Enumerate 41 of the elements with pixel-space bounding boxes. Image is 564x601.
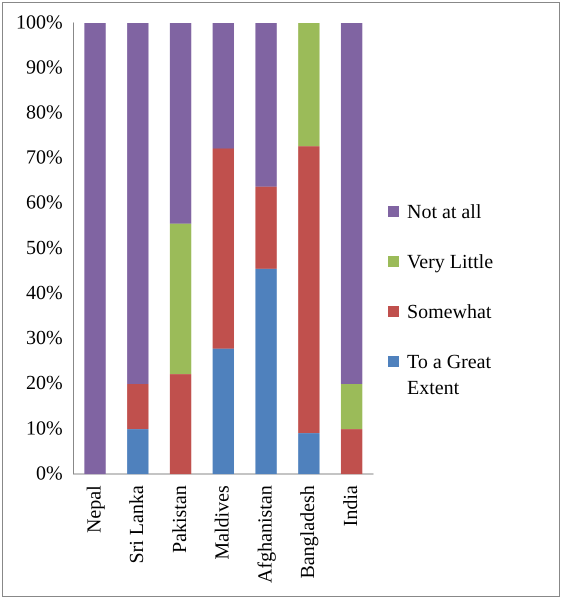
bar [340, 23, 362, 384]
bar [340, 429, 362, 474]
bar [127, 429, 148, 474]
bar [84, 23, 106, 474]
y-tick-label: 80% [26, 102, 63, 124]
bar [212, 148, 234, 349]
y-tick-label: 30% [26, 327, 63, 350]
bar [127, 23, 148, 384]
x-tick-label: India [340, 485, 362, 526]
bar [170, 224, 192, 374]
y-tick-label: 40% [26, 282, 63, 304]
y-tick-label: 100% [16, 11, 63, 34]
legend-label: Not at all [407, 200, 482, 224]
y-tick-label: 50% [26, 236, 63, 259]
bar [212, 348, 234, 474]
bar [255, 23, 277, 187]
x-tick-label: Afghanistan [254, 485, 276, 584]
bar [298, 146, 320, 434]
bar [212, 23, 234, 148]
x-tick-label: Nepal [83, 484, 106, 534]
y-tick-label: 0% [36, 462, 63, 484]
legend-label: Somewhat [407, 300, 492, 324]
y-tick-label: 20% [26, 372, 63, 394]
legend-label: To a Great Extent [407, 350, 492, 400]
x-tick-label: Pakistan [168, 485, 191, 554]
bar [127, 384, 148, 430]
bar [340, 384, 362, 430]
y-tick-label: 60% [26, 192, 63, 214]
legend-label: Very Little [407, 250, 494, 274]
x-tick-label: Bangladesh [297, 485, 320, 579]
bar [255, 186, 277, 269]
bar [170, 374, 192, 474]
y-tick-label: 90% [26, 56, 63, 78]
bar [298, 23, 320, 146]
bar [298, 433, 320, 474]
y-tick-label: 70% [26, 146, 63, 169]
y-tick-label: 10% [26, 417, 63, 440]
bar [170, 23, 192, 224]
bar [255, 268, 277, 474]
x-tick-label: Maldives [212, 485, 234, 560]
x-tick-label: Sri Lanka [126, 485, 148, 564]
